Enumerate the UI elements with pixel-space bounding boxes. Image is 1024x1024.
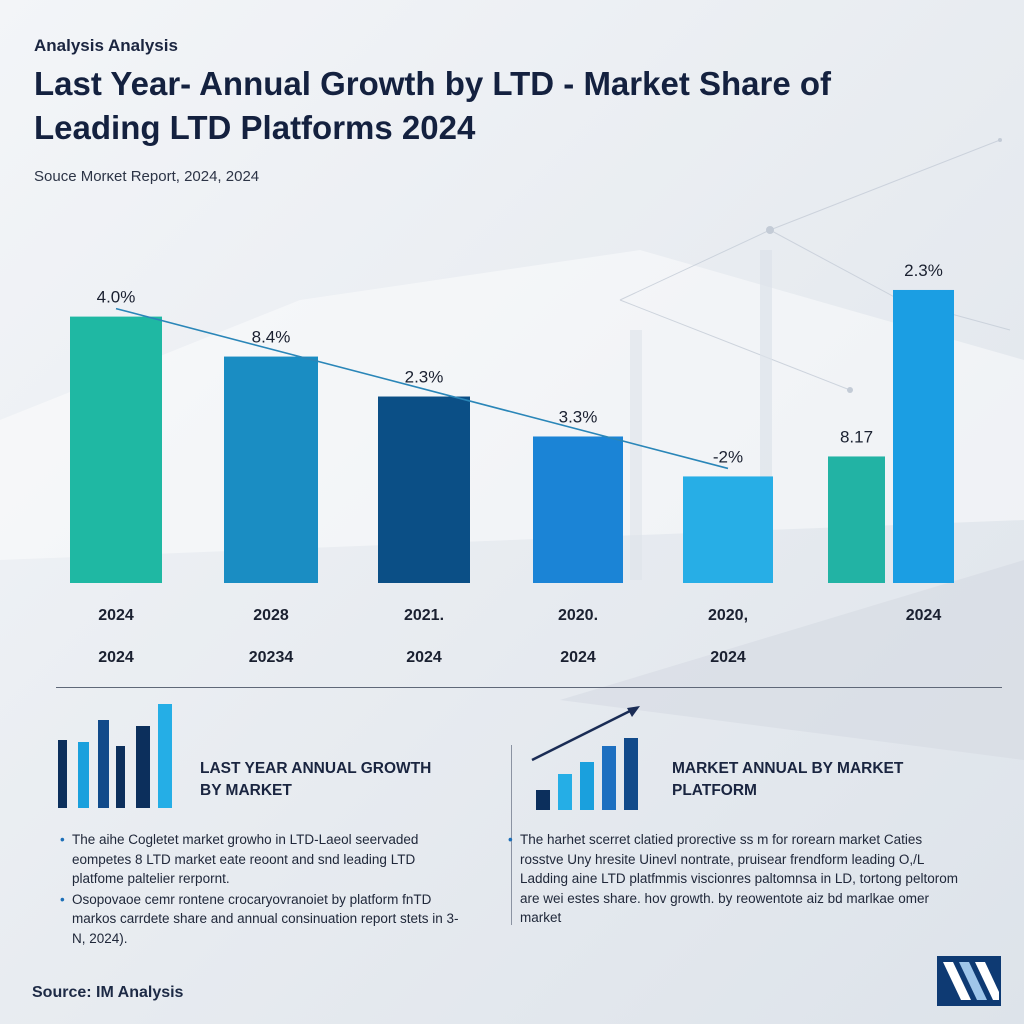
data-label: 2.3% [904,261,943,280]
trend-line [115,307,729,470]
growth-chart-icon [531,706,640,810]
right-panel-title-line1: MARKET ANNUAL BY MARKET [672,760,904,777]
bar [533,436,623,583]
left-panel-title: LAST YEAR ANNUAL GROWTH BY MARKET [200,758,431,802]
kicker-label: Analysis Analysis [34,36,178,55]
data-label: 8.17 [840,427,873,446]
data-label: 2.3% [405,368,444,387]
x-tick-label: 2021. [404,607,444,624]
left-panel-title-line1: LAST YEAR ANNUAL GROWTH [200,760,432,777]
bar [224,356,318,583]
x-tick-label: 2024 [710,649,746,666]
data-label: -2% [713,447,743,466]
bar [828,456,885,583]
list-item: Osopovaoe cemr rontene crocaryovranoiet … [60,890,460,949]
source-line: Souce Morĸet Report, 2024, 2024 [34,168,260,185]
right-panel-bullets: The harhet scerret clatied prorective ss… [508,830,968,929]
bar [893,289,954,583]
left-panel-title-line2: BY MARKET [200,782,292,799]
data-label: 3.3% [559,407,598,426]
section-divider [56,687,1002,688]
x-tick-label: 2024 [406,649,442,666]
x-tick-label: 2020, [708,607,748,624]
list-item: The aihe Cogletet market growho in LTD-L… [60,830,460,889]
bar-chart-icon [58,704,172,808]
x-tick-label: 2020. [558,607,598,624]
x-tick-label: 20234 [249,649,294,666]
list-item: The harhet scerret clatied prorective ss… [508,830,968,928]
x-tick-label: 2024 [98,649,134,666]
page-title: Last Year- Annual Growth by LTD - Market… [34,65,832,146]
data-label: 8.4% [252,328,291,347]
x-tick-label: 2024 [560,649,596,666]
x-tick-label: 2024 [98,607,134,624]
left-panel-bullets: The aihe Cogletet market growho in LTD-L… [60,830,460,949]
bar [70,316,162,583]
data-label: 4.0% [97,288,136,307]
bar-chart: 4.0% 8.4% 2.3% 3.3% -2% 8.17 2.3% 2024 2024 2028… [70,261,954,666]
x-tick-label: 2028 [253,607,289,624]
right-panel-title-line2: PLATFORM [672,782,757,799]
bar [378,396,470,583]
brand-logo [937,956,1001,1006]
right-panel-title: MARKET ANNUAL BY MARKET PLATFORM [672,758,903,802]
bar [683,476,773,583]
footer-source: Source: IM Analysis [32,984,184,1001]
x-tick-label: 2024 [906,607,942,624]
